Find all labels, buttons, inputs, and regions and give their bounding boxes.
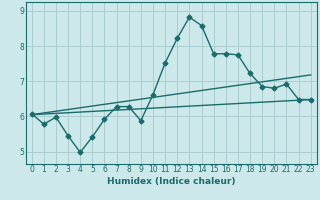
X-axis label: Humidex (Indice chaleur): Humidex (Indice chaleur) [107,177,236,186]
